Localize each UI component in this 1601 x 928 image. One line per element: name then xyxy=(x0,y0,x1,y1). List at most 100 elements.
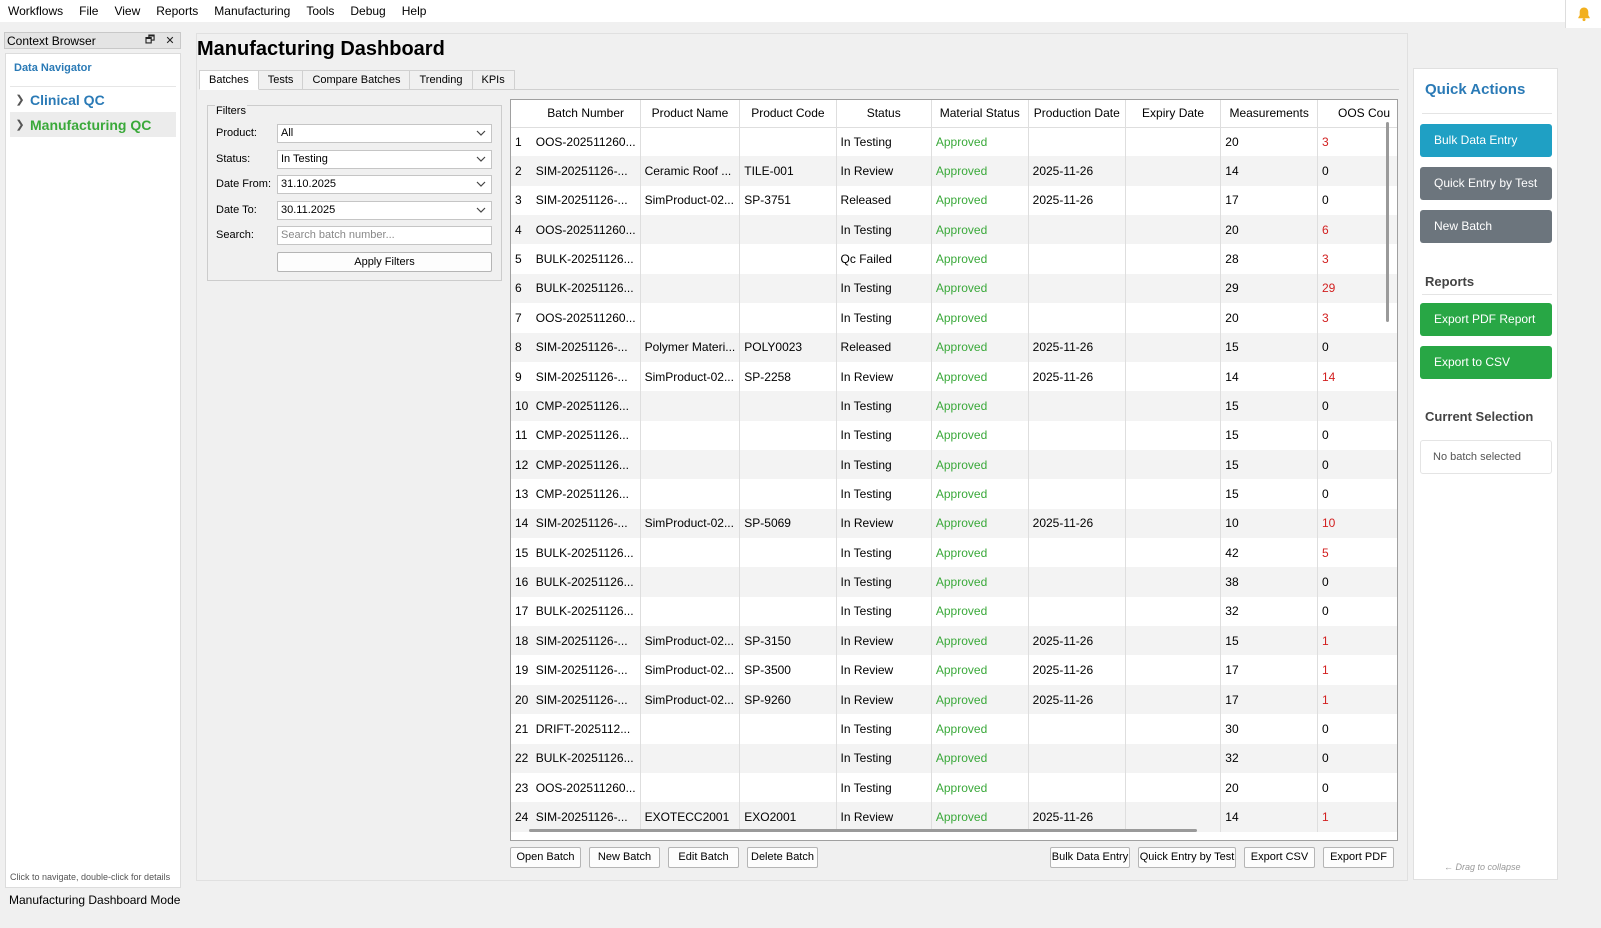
table-cell[interactable]: In Review xyxy=(836,684,932,715)
table-cell[interactable]: 5 xyxy=(1322,545,1329,560)
table-cell[interactable] xyxy=(1125,743,1222,773)
table-cell[interactable]: OOS-202511260... xyxy=(531,127,641,157)
quick-entry-by-test-action[interactable]: Quick Entry by Test xyxy=(1420,167,1552,200)
table-cell[interactable]: Approved xyxy=(931,391,1029,421)
table-cell[interactable]: SimProduct-02... xyxy=(640,655,741,685)
table-cell[interactable]: 0 xyxy=(1317,567,1397,597)
table-cell[interactable] xyxy=(1028,244,1126,274)
table-cell[interactable]: Approved xyxy=(931,508,1029,539)
table-cell[interactable] xyxy=(1125,391,1222,421)
table-row[interactable]: 15 BULK-20251126... In Testing Approved 42 5 xyxy=(511,538,1397,568)
column-header[interactable]: Production Date xyxy=(1028,100,1126,128)
table-cell[interactable] xyxy=(1125,596,1222,627)
table-cell[interactable]: CMP-20251126... xyxy=(531,449,641,480)
table-cell[interactable]: 30 xyxy=(1220,714,1318,744)
table-cell[interactable] xyxy=(640,538,741,568)
table-cell[interactable]: 3 xyxy=(1322,310,1329,325)
table-cell[interactable] xyxy=(1125,684,1222,715)
table-cell[interactable]: 0 xyxy=(1317,743,1397,773)
table-row[interactable]: 17 BULK-20251126... In Testing Approved 32 0 xyxy=(511,596,1397,627)
table-cell[interactable] xyxy=(1125,420,1222,450)
table-cell[interactable]: In Testing xyxy=(836,127,932,157)
export-pdf-button[interactable]: Export PDF xyxy=(1323,847,1394,868)
open-batch-button[interactable]: Open Batch xyxy=(510,847,581,868)
table-row[interactable]: 6 BULK-20251126... In Testing Approved 29 29 xyxy=(511,273,1397,304)
table-cell[interactable]: Approved xyxy=(931,361,1029,392)
table-cell[interactable]: 0 xyxy=(1317,156,1397,186)
table-cell[interactable]: Ceramic Roof ... xyxy=(640,156,741,186)
table-cell[interactable] xyxy=(739,215,837,245)
bulk-data-entry-action[interactable]: Bulk Data Entry xyxy=(1420,124,1552,157)
table-cell[interactable]: Approved xyxy=(931,244,1029,274)
table-cell[interactable]: 29 xyxy=(1317,273,1397,304)
edit-batch-button[interactable]: Edit Batch xyxy=(668,847,739,868)
column-header[interactable]: Product Code xyxy=(739,100,837,128)
table-cell[interactable]: Approved xyxy=(931,567,1029,597)
table-cell[interactable]: SIM-20251126-... xyxy=(531,508,641,539)
menu-workflows[interactable]: Workflows xyxy=(8,4,64,18)
table-row[interactable]: 9 SIM-20251126-... SimProduct-02... SP-2258… xyxy=(511,361,1397,392)
table-cell[interactable]: SIM-20251126-... xyxy=(531,802,641,832)
table-cell[interactable]: SimProduct-02... xyxy=(640,626,741,656)
table-cell[interactable]: 0 xyxy=(1317,449,1397,480)
table-cell[interactable]: In Review xyxy=(836,626,932,656)
table-cell[interactable]: Released xyxy=(836,185,932,216)
table-cell[interactable]: In Testing xyxy=(836,215,932,245)
table-cell[interactable] xyxy=(1028,449,1126,480)
table-cell[interactable]: 10 xyxy=(1317,508,1397,539)
table-cell[interactable] xyxy=(739,567,837,597)
table-cell[interactable]: 2025-11-26 xyxy=(1028,361,1126,392)
table-cell[interactable] xyxy=(1028,538,1126,568)
table-cell[interactable] xyxy=(1028,479,1126,509)
table-cell[interactable] xyxy=(1125,185,1222,216)
table-cell[interactable]: 2025-11-26 xyxy=(1028,156,1126,186)
table-row[interactable]: 4 OOS-202511260... In Testing Approved 20 6 xyxy=(511,215,1397,245)
table-cell[interactable]: EXOTECC2001 xyxy=(640,802,741,832)
tree-item-manufacturing-qc[interactable]: ❯ Manufacturing QC xyxy=(10,112,176,137)
table-cell[interactable] xyxy=(1125,449,1222,480)
table-cell[interactable]: In Testing xyxy=(836,596,932,627)
table-row[interactable]: 16 BULK-20251126... In Testing Approved 38 0 xyxy=(511,567,1397,597)
table-row[interactable]: 11 CMP-20251126... In Testing Approved 15 0 xyxy=(511,420,1397,450)
table-cell[interactable]: Approved xyxy=(931,156,1029,186)
delete-batch-button[interactable]: Delete Batch xyxy=(747,847,818,868)
tree-item-clinical-qc[interactable]: ❯ Clinical QC xyxy=(10,87,176,112)
table-row[interactable]: 8 SIM-20251126-... Polymer Materi... POLY00… xyxy=(511,332,1397,362)
table-cell[interactable]: 2025-11-26 xyxy=(1028,655,1126,685)
table-cell[interactable]: 6 xyxy=(1317,215,1397,245)
table-cell[interactable]: SP-3150 xyxy=(739,626,837,656)
table-cell[interactable]: In Testing xyxy=(836,449,932,480)
table-cell[interactable]: BULK-20251126... xyxy=(531,743,641,773)
table-cell[interactable]: In Testing xyxy=(836,772,932,803)
table-cell[interactable]: 0 xyxy=(1322,721,1329,736)
table-cell[interactable]: 0 xyxy=(1322,486,1329,501)
table-cell[interactable]: SimProduct-02... xyxy=(640,185,741,216)
table-row[interactable]: 1 OOS-202511260... In Testing Approved 20 3 xyxy=(511,127,1397,157)
table-cell[interactable]: 28 xyxy=(1220,244,1318,274)
table-cell[interactable] xyxy=(1125,714,1222,744)
status-select[interactable]: In Testing xyxy=(277,149,492,169)
product-select[interactable]: All xyxy=(277,123,492,143)
table-cell[interactable] xyxy=(1028,596,1126,627)
table-cell[interactable]: 14 xyxy=(1322,369,1336,384)
table-cell[interactable] xyxy=(1028,303,1126,333)
table-cell[interactable]: SimProduct-02... xyxy=(640,684,741,715)
table-cell[interactable]: OOS-202511260... xyxy=(531,215,641,245)
table-cell[interactable] xyxy=(1028,420,1126,450)
table-cell[interactable]: 14 xyxy=(1220,361,1318,392)
table-cell[interactable] xyxy=(640,303,741,333)
table-cell[interactable]: 2025-11-26 xyxy=(1028,802,1126,832)
table-cell[interactable] xyxy=(1125,156,1222,186)
table-cell[interactable] xyxy=(1125,802,1222,832)
table-cell[interactable] xyxy=(739,303,837,333)
table-cell[interactable]: Approved xyxy=(931,420,1029,450)
table-cell[interactable]: 0 xyxy=(1322,604,1329,619)
table-cell[interactable]: BULK-20251126... xyxy=(531,538,641,568)
table-row[interactable]: 14 SIM-20251126-... SimProduct-02... SP-506… xyxy=(511,508,1397,539)
table-cell[interactable]: 2025-11-26 xyxy=(1028,332,1126,362)
table-cell[interactable]: In Review xyxy=(836,156,932,186)
close-icon[interactable]: ✕ xyxy=(165,35,175,47)
table-cell[interactable] xyxy=(1125,479,1222,509)
table-cell[interactable]: 38 xyxy=(1220,567,1318,597)
table-cell[interactable] xyxy=(1125,626,1222,656)
